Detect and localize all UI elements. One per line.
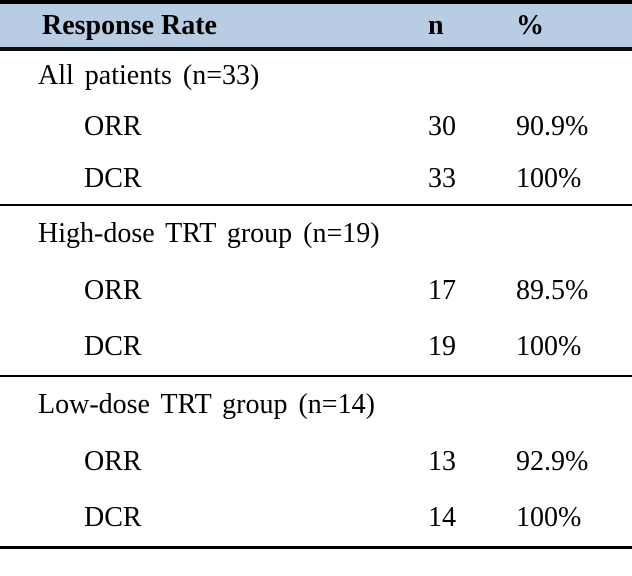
section-low-dose: Low-dose TRT group (n=14) ORR 13 92.9% D… xyxy=(0,376,632,547)
metric-n: 33 xyxy=(428,162,456,194)
table-header: Response Rate n % xyxy=(0,2,632,49)
metric-label: ORR xyxy=(84,274,142,306)
metric-label: DCR xyxy=(84,162,142,194)
metric-label: DCR xyxy=(84,501,142,533)
metric-pct: 89.5% xyxy=(516,274,589,306)
metric-pct: 100% xyxy=(516,162,582,194)
metric-label: ORR xyxy=(84,445,142,477)
section-all-patients: All patients (n=33) ORR 30 90.9% DCR 33 … xyxy=(0,49,632,205)
table-row-dcr: DCR 19 100% xyxy=(0,319,632,376)
group-label: All patients (n=33) xyxy=(38,60,260,91)
metric-n: 30 xyxy=(428,111,456,142)
metric-pct: 100% xyxy=(516,501,582,533)
metric-pct: 100% xyxy=(516,331,582,362)
metric-pct: 90.9% xyxy=(516,111,589,142)
metric-n: 19 xyxy=(428,331,456,362)
section-high-dose: High-dose TRT group (n=19) ORR 17 89.5% … xyxy=(0,205,632,376)
header-n: n xyxy=(428,9,444,41)
response-rate-table: Response Rate n % All patients (n=33) OR… xyxy=(0,0,632,549)
group-label: High-dose TRT group (n=19) xyxy=(38,218,380,249)
table-row-orr: ORR 17 89.5% xyxy=(0,262,632,319)
group-label: Low-dose TRT group (n=14) xyxy=(38,389,375,420)
table-row-dcr: DCR 33 100% xyxy=(0,153,632,205)
metric-n: 14 xyxy=(428,501,456,533)
metric-n: 17 xyxy=(428,274,456,306)
table-row-orr: ORR 13 92.9% xyxy=(0,433,632,490)
metric-n: 13 xyxy=(428,445,456,477)
header-row: Response Rate n % xyxy=(0,2,632,49)
group-row-all-patients: All patients (n=33) xyxy=(0,49,632,101)
metric-pct: 92.9% xyxy=(516,445,589,477)
group-row-high-dose: High-dose TRT group (n=19) xyxy=(0,205,632,262)
table-row-dcr: DCR 14 100% xyxy=(0,490,632,547)
table-row-orr: ORR 30 90.9% xyxy=(0,101,632,153)
header-response-rate: Response Rate xyxy=(42,9,217,41)
group-row-low-dose: Low-dose TRT group (n=14) xyxy=(0,376,632,433)
metric-label: ORR xyxy=(84,111,142,142)
metric-label: DCR xyxy=(84,331,142,362)
header-percent: % xyxy=(516,9,544,41)
